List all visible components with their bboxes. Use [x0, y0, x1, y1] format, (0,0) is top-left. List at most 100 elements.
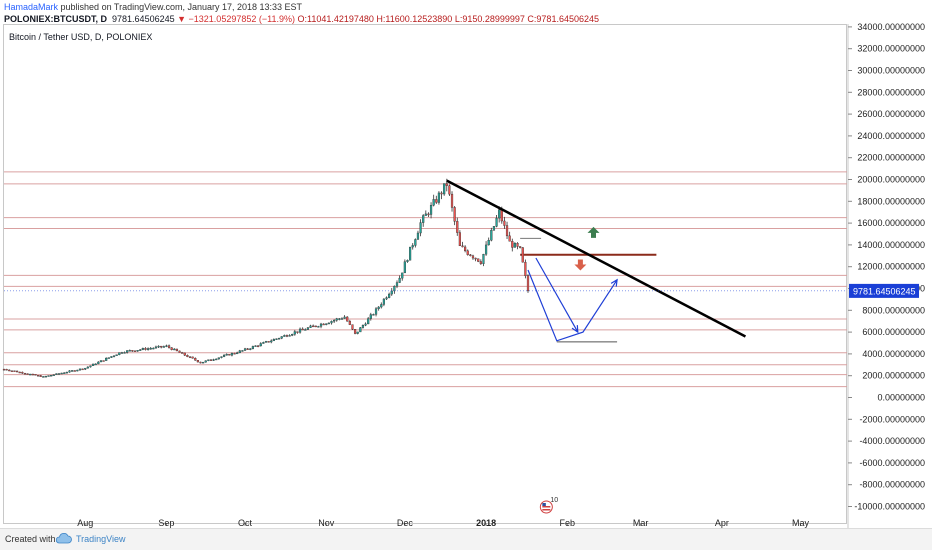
candle-body [461, 245, 464, 248]
candle-body [191, 356, 194, 359]
y-tick-label: 20000.00000000 [857, 175, 925, 185]
candle-body [351, 324, 354, 330]
candle-body [249, 348, 252, 350]
candle-body [110, 356, 113, 358]
candle-body [448, 185, 451, 195]
candle-body [272, 339, 275, 342]
candle-body [225, 354, 228, 356]
candle-body [466, 250, 469, 255]
candle-body [406, 260, 409, 262]
y-tick-label: 24000.00000000 [857, 131, 925, 141]
candle-body [450, 193, 454, 208]
symbol-label: POLONIEX:BTCUSDT, D [4, 14, 108, 24]
candle-body [228, 354, 231, 356]
candle-body [42, 376, 45, 378]
candle-body [102, 360, 105, 362]
candle-body [521, 247, 524, 263]
candle-body [356, 331, 359, 334]
candle-body [60, 372, 63, 375]
candle-body [484, 244, 488, 255]
candle-body [335, 318, 338, 321]
candle-body [31, 373, 34, 376]
candle-body [173, 348, 176, 351]
candle-body [230, 352, 234, 356]
tradingview-cloud-icon[interactable] [56, 533, 72, 544]
candle-body [8, 369, 11, 372]
chart-pane[interactable] [3, 24, 847, 524]
candle-body [23, 373, 27, 375]
candle-body [52, 374, 55, 376]
candle-body [453, 207, 456, 222]
price-chart[interactable]: 34000.00000000 32000.00000000 30000.000000… [0, 0, 932, 528]
candle-body [139, 349, 142, 351]
candle-body [309, 325, 312, 328]
candle-body [141, 348, 144, 350]
x-tick-label: Aug [77, 518, 93, 528]
tradingview-brand[interactable]: TradingView [76, 534, 126, 544]
candle-body [314, 325, 317, 328]
y-tick-label: 12000.00000000 [857, 262, 925, 272]
candle-body [422, 215, 425, 223]
candle-body [10, 370, 13, 372]
projection-arrowhead-secondary [571, 325, 579, 334]
candle-body [385, 297, 388, 300]
candle-body [91, 363, 95, 366]
candle-body [395, 282, 399, 287]
y-tick-label: -8000.00000000 [859, 480, 925, 490]
chart-header: HamadaMark published on TradingView.com,… [0, 0, 932, 28]
candle-body [68, 370, 71, 373]
projection-path-secondary [535, 257, 579, 333]
candle-body [500, 209, 503, 222]
candle-body [146, 348, 150, 350]
x-tick-label: Dec [397, 518, 414, 528]
candle-body [317, 326, 320, 328]
x-tick-label: Sep [158, 518, 174, 528]
publish-text: published on TradingView.com, January 17… [58, 2, 303, 12]
candle-body [437, 192, 441, 203]
candle-body [304, 329, 307, 331]
candle-body [346, 316, 349, 322]
candle-body [251, 346, 254, 349]
candle-body [464, 246, 467, 252]
candle-body [236, 352, 239, 355]
x-tick-label: May [792, 518, 810, 528]
candle-body [162, 346, 165, 348]
candle-body [296, 331, 299, 333]
low-value: L:9150.28999997 [454, 14, 525, 24]
author-link[interactable]: HamadaMark [4, 2, 59, 12]
candle-body [241, 350, 244, 352]
candle-body [348, 321, 351, 325]
y-tick-label: 22000.00000000 [857, 153, 925, 163]
candle-body [222, 354, 226, 357]
candle-body [372, 314, 375, 316]
candle-body [212, 359, 215, 361]
candle-body [482, 253, 485, 264]
candle-body [13, 370, 16, 372]
candle-body [505, 225, 509, 237]
close-value: C:9781.64506245 [527, 14, 599, 24]
candle-body [429, 204, 433, 215]
candle-body [123, 352, 126, 354]
candle-body [343, 316, 346, 319]
y-tick-label: 6000.00000000 [862, 327, 925, 337]
candle-body [267, 341, 270, 343]
candle-body [291, 334, 294, 336]
y-tick-label: 16000.00000000 [857, 218, 925, 228]
candle-body [443, 183, 446, 195]
candle-body [340, 318, 344, 320]
candle-body [333, 319, 336, 322]
candle-body [34, 374, 37, 376]
candle-body [233, 352, 236, 355]
candle-body [288, 335, 291, 337]
candle-body [175, 348, 179, 352]
y-tick-label: -10000.00000000 [854, 502, 925, 512]
candle-body [199, 361, 202, 364]
candle-body [377, 306, 380, 309]
x-tick-label: Nov [318, 518, 335, 528]
candle-body [519, 246, 522, 248]
candle-body [47, 375, 50, 377]
candle-body [319, 323, 323, 327]
candle-body [262, 342, 265, 344]
y-tick-label: 14000.00000000 [857, 240, 925, 250]
y-tick-label: 4000.00000000 [862, 349, 925, 359]
